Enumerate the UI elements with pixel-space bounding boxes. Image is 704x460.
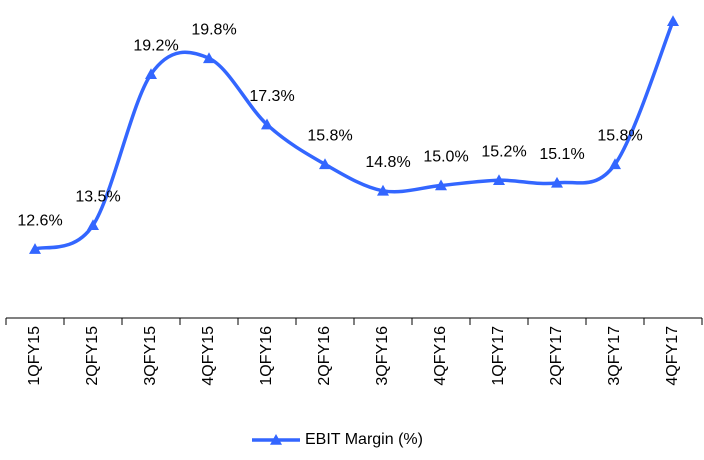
x-tick-label: 2QFY17 — [548, 326, 565, 386]
x-tick-label: 4QFY15 — [200, 326, 217, 386]
x-tick-label: 1QFY17 — [490, 326, 507, 386]
point-marker — [377, 184, 389, 196]
x-tick-label: 4QFY17 — [664, 326, 681, 386]
legend-label: EBIT Margin (%) — [305, 431, 423, 448]
x-tick-label: 3QFY15 — [142, 326, 159, 386]
point-marker — [609, 158, 621, 170]
x-tick-label: 3QFY16 — [374, 326, 391, 386]
x-tick-label: 1QFY15 — [26, 326, 43, 386]
point-marker — [87, 219, 99, 231]
point-marker — [203, 52, 215, 64]
point-marker — [551, 176, 563, 188]
point-marker — [319, 158, 331, 170]
data-label: 14.8% — [365, 154, 410, 171]
point-marker — [29, 243, 41, 254]
x-tick-label: 2QFY15 — [84, 326, 101, 386]
data-label: 15.2% — [481, 143, 526, 160]
x-tick-label: 1QFY16 — [258, 326, 275, 386]
data-label: 17.3% — [249, 88, 294, 105]
data-label: 15.8% — [307, 128, 352, 145]
x-tick-label: 2QFY16 — [316, 326, 333, 386]
point-marker — [261, 118, 273, 130]
point-marker — [493, 174, 505, 185]
point-marker — [435, 179, 447, 191]
data-label: 15.1% — [539, 146, 584, 163]
x-tick-label: 4QFY16 — [432, 326, 449, 386]
data-label: 21.2% — [646, 0, 691, 1]
data-label: 12.6% — [17, 212, 62, 229]
x-tick-label: 3QFY17 — [606, 326, 623, 386]
data-label: 15.8% — [597, 128, 642, 145]
data-label: 13.5% — [75, 188, 120, 205]
point-marker — [667, 15, 679, 26]
data-label: 15.0% — [423, 149, 468, 166]
series-line — [34, 20, 675, 251]
data-label: 19.8% — [191, 22, 236, 39]
point-marker — [145, 68, 157, 79]
legend-marker — [270, 434, 282, 445]
data-label: 19.2% — [133, 37, 178, 54]
